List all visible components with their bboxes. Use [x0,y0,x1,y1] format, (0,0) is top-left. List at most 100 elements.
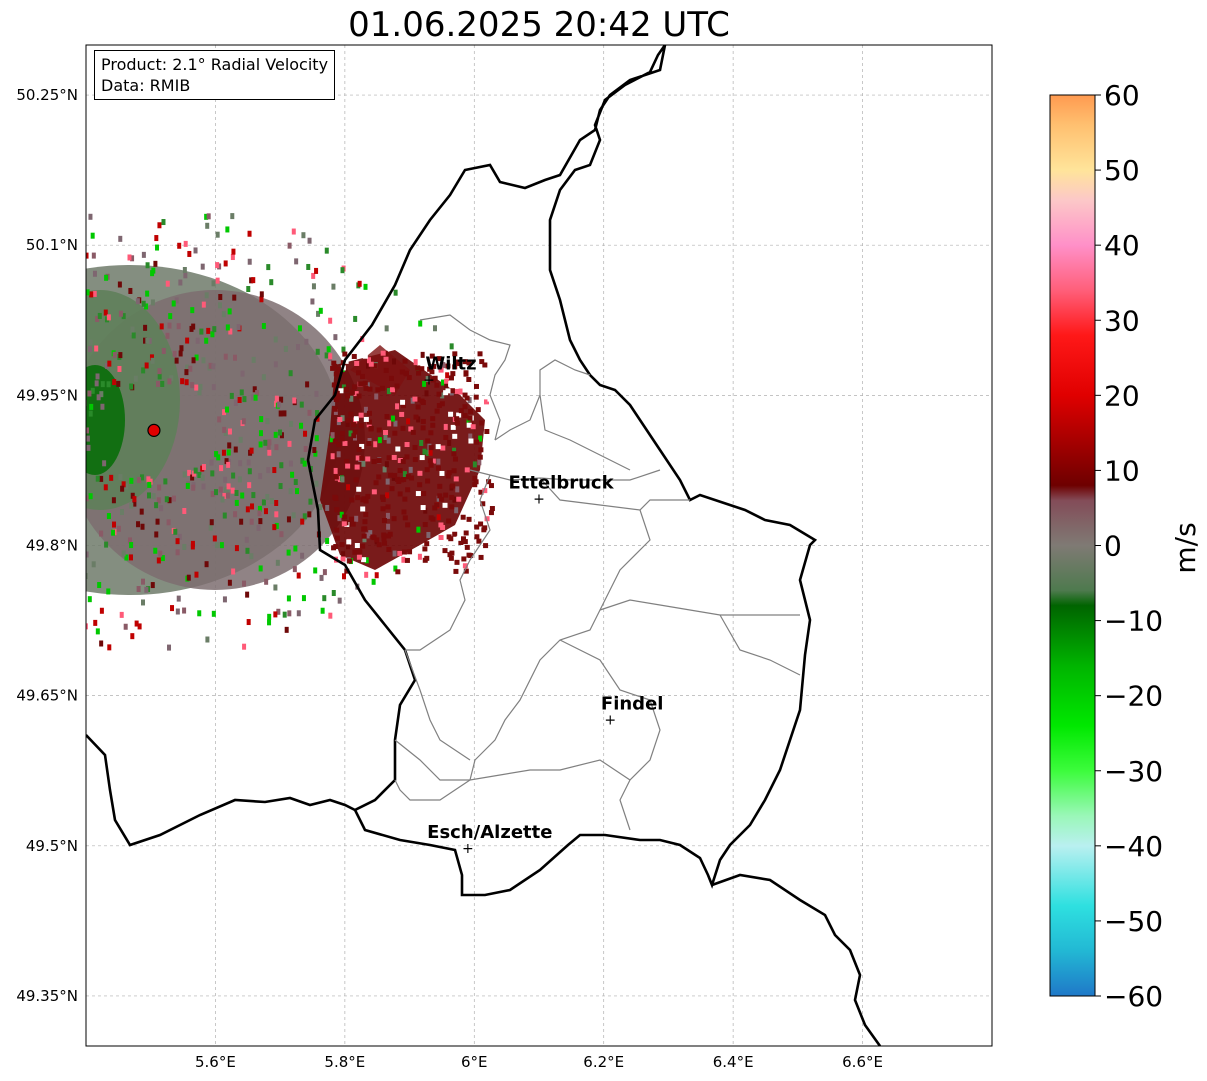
echo-pixel [159,323,164,330]
data-source-label: Data: RMIB [101,76,191,95]
echo-pixel [157,484,162,491]
echo-pixel [182,471,187,478]
lat-tick-label: 49.65°N [16,687,78,705]
echo-pixel [36,257,40,263]
echo-pixel [365,456,371,462]
echo-pixel [119,509,124,516]
echo-pixel [349,395,354,402]
echo-pixel [361,526,367,532]
echo-pixel [384,325,389,332]
echo-pixel [420,505,426,511]
echo-pixel [300,552,305,559]
echo-pixel [331,399,336,406]
echo-pixel [211,610,216,617]
echo-pixel [291,512,296,519]
echo-pixel [356,393,362,399]
echo-pixel [441,362,446,369]
echo-pixel [426,531,431,538]
echo-pixel [225,324,230,331]
echo-pixel [22,337,26,343]
echo-pixel [417,470,423,476]
echo-pixel [216,454,221,461]
echo-pixel [288,460,293,467]
echo-pixel [134,620,139,627]
echo-pixel [161,347,166,354]
echo-pixel [454,420,460,426]
echo-pixel [133,375,138,382]
echo-pixel [137,477,142,484]
echo-pixel [144,362,149,369]
echo-pixel [447,552,453,558]
echo-pixel [362,380,368,386]
echo-pixel [258,473,263,480]
echo-pixel [324,247,329,254]
echo-pixel [86,551,89,558]
echo-pixel [245,591,250,598]
echo-pixel [72,256,76,262]
echo-pixel [103,309,108,316]
echo-pixel [58,577,62,583]
echo-pixel [478,435,483,442]
echo-pixel [322,569,327,576]
echo-pixel [240,370,245,377]
echo-pixel [140,474,145,481]
echo-pixel [345,393,351,399]
echo-pixel [159,505,164,512]
city-label: Wiltz [425,353,476,374]
echo-pixel [16,410,20,416]
echo-pixel [466,422,472,428]
echo-pixel [336,451,341,458]
echo-pixel [361,533,367,539]
echo-pixel [269,498,274,505]
echo-pixel [436,514,441,521]
echo-pixel [103,484,108,491]
echo-pixel [362,353,368,359]
echo-pixel [191,357,196,364]
echo-pixel [128,554,133,561]
echo-pixel [440,445,446,451]
echo-pixel [286,516,291,523]
echo-pixel [230,213,235,220]
echo-pixel [244,536,249,543]
echo-pixel [403,370,409,376]
echo-pixel [331,360,337,366]
echo-pixel [452,364,458,370]
echo-pixel [332,406,338,412]
echo-pixel [100,403,105,410]
echo-pixel [430,377,436,383]
echo-pixel [484,429,490,435]
echo-pixel [0,276,2,282]
echo-pixel [407,549,413,555]
echo-pixel [386,388,391,395]
colorbar-tick-label: 50 [1104,154,1140,187]
echo-pixel [222,426,227,433]
echo-pixel [315,348,320,355]
echo-pixel [67,290,71,296]
echo-pixel [128,287,133,294]
echo-pixel [167,378,172,385]
echo-pixel [475,407,481,413]
echo-pixel [278,410,283,417]
echo-pixel [182,507,187,514]
echo-pixel [106,314,111,321]
echo-pixel [464,395,470,401]
echo-pixel [423,507,428,514]
echo-pixel [302,513,307,520]
echo-pixel [412,396,418,402]
echo-pixel [20,413,24,419]
echo-pixel [387,531,393,537]
echo-pixel [74,410,78,416]
echo-pixel [355,495,361,501]
echo-pixel [156,557,161,564]
echo-pixel [340,556,346,562]
echo-pixel [249,447,254,454]
echo-pixel [263,439,268,446]
echo-pixel [395,403,400,410]
echo-pixel [353,391,359,397]
echo-pixel [246,459,251,466]
echo-pixel [58,367,62,373]
echo-pixel [354,543,360,549]
echo-pixel [81,640,85,646]
city-labels: +Wiltz+Ettelbruck+Findel+Esch/Alzette [423,353,663,856]
echo-pixel [401,509,407,515]
